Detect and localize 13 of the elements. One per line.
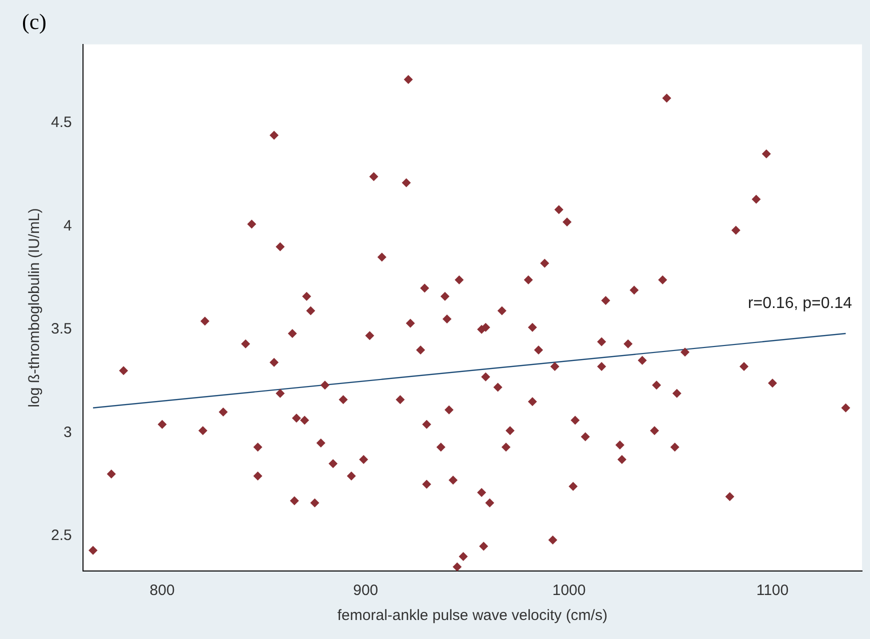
x-tick-label: 800 xyxy=(150,582,175,600)
y-tick-label: 4.5 xyxy=(50,114,72,132)
y-axis-title: log ß-thromboglobulin (IU/mL) xyxy=(26,208,44,408)
chart-title: (c) xyxy=(22,8,46,34)
y-tick-label: 3 xyxy=(64,424,72,441)
x-tick-label: 1100 xyxy=(756,582,789,600)
y-tick-label: 4 xyxy=(64,217,72,234)
y-tick-label: 2.5 xyxy=(50,527,72,544)
x-axis-title: femoral-ankle pulse wave velocity (cm/s) xyxy=(337,607,608,624)
annotation: r=0.16, p=0.14 xyxy=(748,294,852,312)
x-tick-label: 900 xyxy=(353,582,378,600)
x-tick-label: 1000 xyxy=(552,582,586,600)
y-tick-label: 3.5 xyxy=(50,320,72,338)
